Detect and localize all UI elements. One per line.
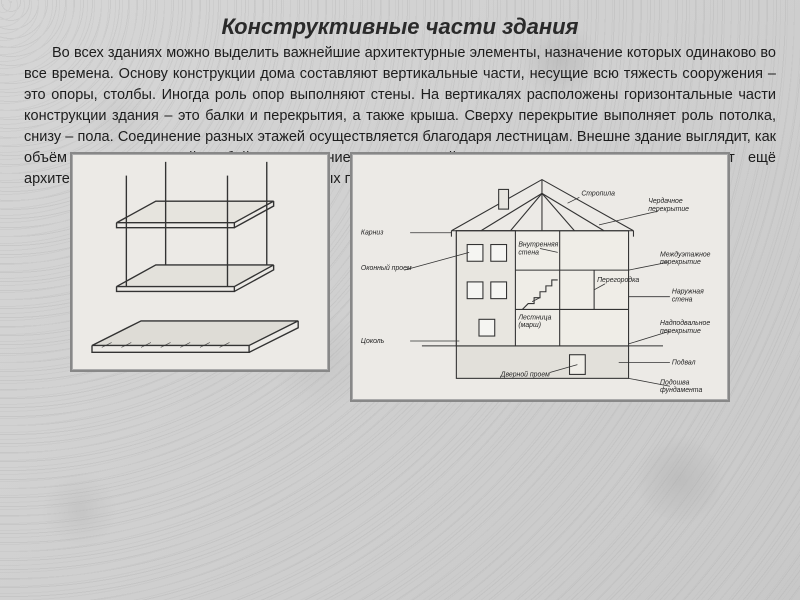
callout-tsokol: Цоколь	[361, 338, 385, 345]
callout-nadpodval: Надподвальноеперекрытие	[660, 320, 710, 336]
callout-naruzh: Наружнаястена	[672, 289, 704, 304]
figure-row: Карниз Оконный проем Цоколь Стропила Вну…	[24, 152, 776, 402]
callout-mezhetazh: Междуэтажноеперекрытие	[660, 251, 711, 267]
callout-dvernoy: Дверной проем	[500, 371, 550, 379]
slide-content: Конструктивные части здания Во всех здан…	[0, 0, 800, 412]
figure-house-cutaway: Карниз Оконный проем Цоколь Стропила Вну…	[350, 152, 730, 402]
callout-peregorodka: Перегородка	[597, 276, 639, 284]
house-svg: Карниз Оконный проем Цоколь Стропила Вну…	[352, 154, 728, 400]
callout-cherdak: Чердачноеперекрытие	[648, 198, 689, 214]
callout-stropila: Стропила	[581, 191, 615, 198]
callout-podoshva: Подошвафундамента	[660, 379, 702, 395]
callout-okno: Оконный проем	[361, 265, 412, 273]
callout-podval: Подвал	[672, 359, 696, 367]
frame-svg	[72, 154, 328, 370]
figure-frame-diagram	[70, 152, 330, 372]
callout-karniz: Карниз	[361, 230, 384, 237]
page-title: Конструктивные части здания	[140, 14, 660, 39]
